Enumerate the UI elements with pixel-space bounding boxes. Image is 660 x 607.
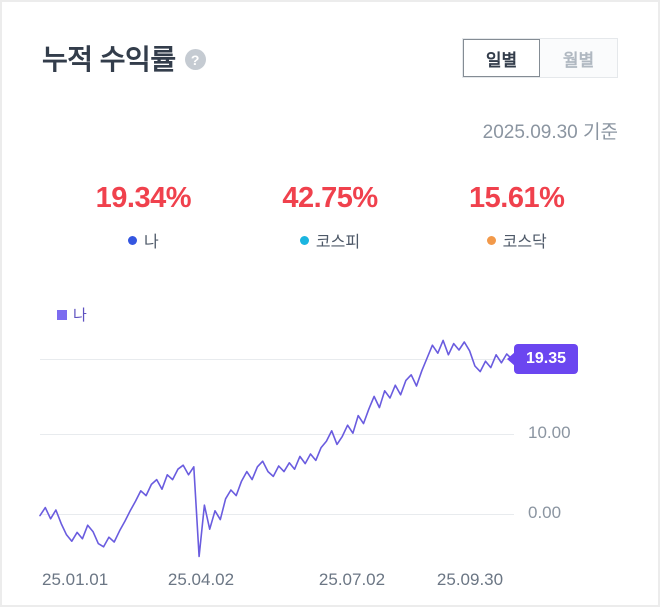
stat-kosdaq: 15.61% 코스닥 (423, 182, 610, 252)
legend-label: 나 (73, 307, 87, 324)
page-title: 누적 수익률 (42, 44, 176, 75)
return-line-series (39, 339, 513, 558)
y-axis-tick-label: 0.00 (528, 503, 562, 522)
stat-kospi-value: 42.75% (282, 182, 378, 214)
gridline (40, 514, 514, 515)
kospi-dot-icon (299, 235, 309, 245)
stat-kospi-label-row: 코스피 (237, 228, 424, 252)
y-axis-tick-label: 10.00 (528, 423, 571, 442)
stat-kosdaq-value: 15.61% (469, 182, 565, 214)
help-icon[interactable]: ? (184, 49, 206, 70)
x-axis-tick-label: 25.04.02 (167, 570, 235, 589)
stat-me: 19.34% 나 (50, 182, 237, 252)
title-wrap: 누적 수익률 ? (42, 38, 206, 78)
stat-kosdaq-label: 코스닥 (502, 234, 547, 251)
last-value-badge: 19.35 (514, 344, 578, 375)
line-chart (39, 339, 513, 558)
period-toggle: 일별 월별 (462, 38, 618, 78)
stat-me-label: 나 (143, 234, 159, 251)
chart-legend: 나 (57, 304, 87, 325)
chart: 19.35 10.00 0.00 25.01.01 25.04.02 25.07.02 2… (2, 332, 658, 604)
x-axis-tick-label: 25.07.02 (318, 570, 386, 589)
legend-swatch-icon (57, 309, 67, 320)
stat-kosdaq-label-row: 코스닥 (423, 228, 610, 252)
gridline (40, 359, 514, 361)
header: 누적 수익률 ? 일별 월별 (42, 38, 618, 78)
stat-kospi: 42.75% 코스피 (237, 182, 424, 252)
stat-me-value: 19.34% (95, 182, 192, 214)
gridline (40, 434, 514, 435)
x-axis-tick-label: 25.09.30 (436, 570, 504, 589)
stat-me-label-row: 나 (50, 228, 237, 252)
x-axis-tick-label: 25.01.01 (42, 570, 109, 589)
me-dot-icon (127, 235, 137, 245)
toggle-monthly-button[interactable]: 월별 (540, 39, 617, 77)
kosdaq-dot-icon (486, 235, 496, 245)
stats-row: 19.34% 나 42.75% 코스피 15.61% 코스닥 (50, 182, 610, 252)
as-of-date: 2025.09.30 기준 (482, 122, 618, 143)
toggle-daily-button[interactable]: 일별 (463, 39, 540, 77)
stat-kospi-label: 코스피 (315, 234, 361, 251)
